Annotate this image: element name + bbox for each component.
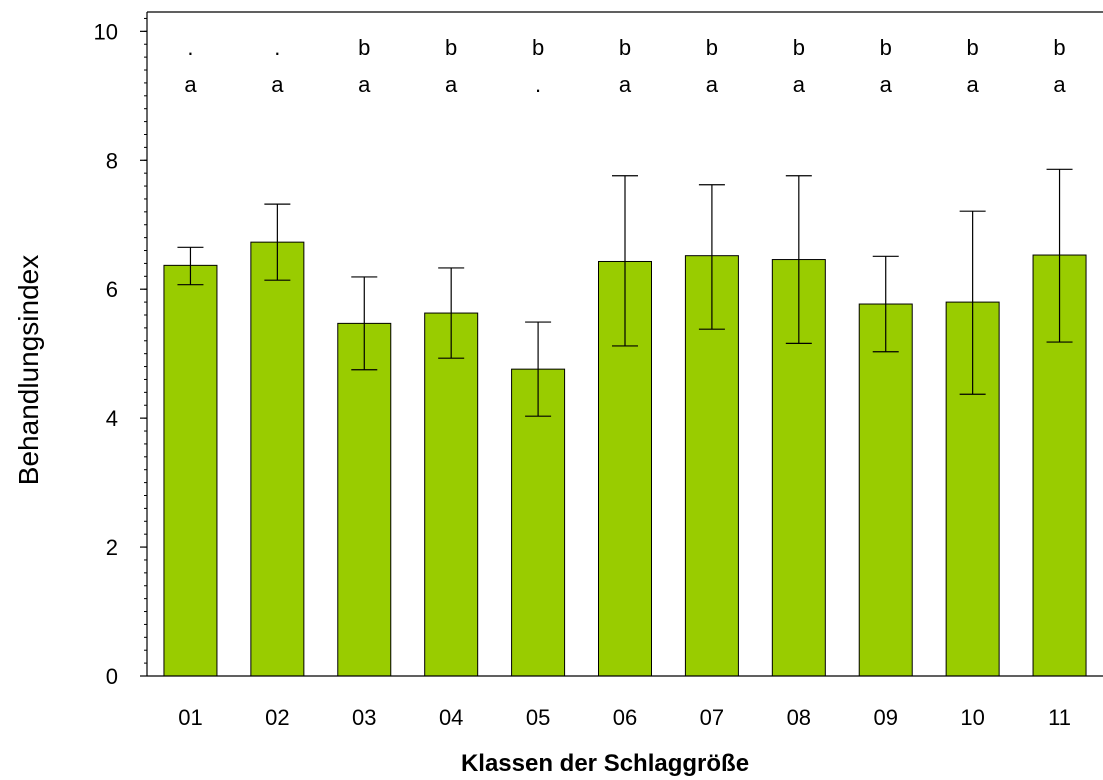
significance-top-label: b [619,35,631,60]
significance-bottom-label: a [271,72,284,97]
bar-05 [511,368,566,677]
x-tick-label: 05 [526,705,550,730]
error-bar-09 [872,255,899,353]
significance-top-label: b [793,35,805,60]
error-bar-11 [1046,168,1073,343]
x-tick-label: 09 [873,705,897,730]
error-bar-05 [525,321,552,417]
x-tick-label: 03 [352,705,376,730]
significance-bottom-label: a [445,72,458,97]
bar-09 [858,303,913,677]
error-bar-02 [264,203,291,281]
x-tick-label: 02 [265,705,289,730]
significance-bottom-label: a [793,72,806,97]
significance-top-label: b [358,35,370,60]
significance-top-label: b [706,35,718,60]
x-tick-label: 08 [787,705,811,730]
x-tick-label: 07 [700,705,724,730]
x-axis-title: Klassen der Schlaggröße [461,750,749,777]
x-tick-label: 06 [613,705,637,730]
error-bar-07 [698,184,725,330]
significance-top-label: b [445,35,457,60]
significance-bottom-label: a [184,72,197,97]
y-axis-title: Behandlungsindex [13,255,44,485]
significance-bottom-label: a [706,72,719,97]
significance-bottom-label: a [358,72,371,97]
significance-top-label: b [880,35,892,60]
x-tick-label: 11 [1048,705,1071,730]
y-tick-label: 0 [106,664,118,689]
bar-02 [250,241,305,677]
x-tick-label: 10 [960,705,984,730]
significance-bottom-label: a [1053,72,1066,97]
axes-layer [140,11,1103,677]
y-tick-label: 10 [94,19,118,44]
significance-bottom-label: a [967,72,980,97]
significance-top-label: b [967,35,979,60]
significance-bottom-label: . [535,72,541,97]
significance-top-label: b [532,35,544,60]
error-bars-layer [177,168,1073,417]
bar-03 [337,322,392,677]
error-bar-01 [177,246,204,286]
y-tick-label: 2 [106,535,118,560]
x-tick-label: 01 [178,705,202,730]
bar-01 [163,264,218,677]
significance-bottom-label: a [880,72,893,97]
error-bar-10 [959,210,986,395]
error-bar-03 [351,276,378,371]
error-bar-04 [438,267,465,359]
y-tick-label: 8 [106,148,118,173]
error-bar-06 [612,175,638,347]
x-tick-label: 04 [439,705,463,730]
significance-top-label: b [1053,35,1065,60]
significance-top-label: . [187,35,193,60]
y-tick-label: 4 [106,406,118,431]
bar-04 [424,312,479,677]
y-tick-label: 6 [106,277,118,302]
significance-bottom-label: a [619,72,632,97]
error-bar-08 [785,175,812,344]
significance-top-label: . [274,35,280,60]
